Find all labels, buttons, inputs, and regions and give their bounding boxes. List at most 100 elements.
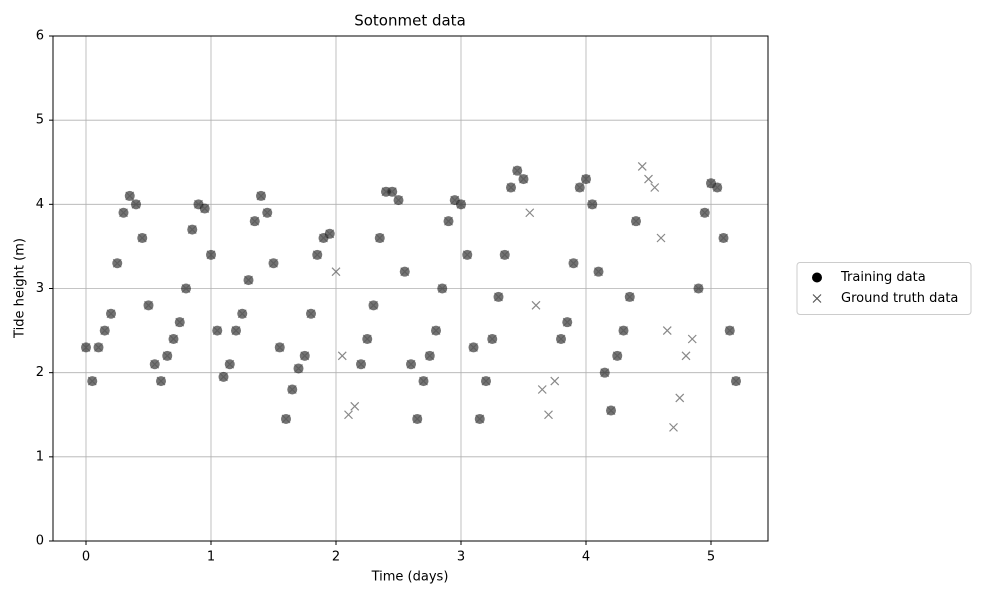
cross-marker: [700, 208, 710, 218]
cross-marker: [369, 300, 378, 310]
legend: Training data Ground truth data: [796, 262, 972, 315]
cross-marker: [475, 414, 485, 424]
cross-marker: [625, 292, 635, 302]
cross-marker: [562, 317, 572, 327]
cross-marker: [575, 183, 585, 192]
cross-marker: [425, 351, 435, 361]
cross-marker: [412, 414, 422, 424]
cross-marker: [100, 326, 110, 336]
cross-marker: [344, 410, 353, 420]
cross-marker: [162, 351, 172, 361]
cross-marker: [400, 267, 410, 277]
cross-marker: [612, 351, 622, 361]
cross-marker: [125, 191, 135, 201]
cross-marker: [712, 183, 722, 192]
cross-marker: [300, 351, 310, 361]
cross-marker: [481, 376, 491, 386]
circle-marker: [812, 272, 822, 283]
y-tick-label: 0: [36, 534, 44, 549]
cross-marker: [812, 294, 822, 303]
cross-marker: [106, 309, 116, 319]
cross-marker: [687, 334, 697, 344]
cross-marker: [144, 300, 153, 310]
cross-marker: [81, 342, 91, 352]
cross-marker: [531, 300, 541, 310]
cross-marker: [262, 208, 272, 218]
cross-marker: [119, 208, 128, 218]
cross-marker: [131, 199, 141, 209]
cross-marker: [319, 233, 328, 243]
cross-marker: [719, 233, 728, 243]
cross-marker: [581, 174, 591, 184]
cross-marker: [725, 326, 735, 336]
cross-marker: [356, 359, 366, 369]
cross-marker: [494, 292, 503, 302]
cross-marker: [537, 385, 547, 394]
plot-marks: [81, 162, 741, 432]
cross-marker: [525, 208, 535, 218]
cross-marker: [594, 267, 603, 277]
grid: [53, 35, 768, 542]
cross-marker: [631, 216, 641, 226]
cross-marker: [112, 258, 122, 268]
cross-marker: [456, 199, 466, 209]
cross-marker: [337, 351, 347, 361]
cross-marker: [519, 174, 528, 184]
cross-marker: [231, 326, 241, 336]
legend-box: [796, 262, 972, 315]
cross-marker: [512, 166, 522, 176]
cross-marker: [419, 376, 428, 386]
chart-title: Sotonmet data: [354, 12, 466, 30]
cross-marker: [206, 250, 216, 260]
cross-marker: [650, 183, 660, 192]
y-tick-label: 2: [36, 365, 44, 380]
cross-marker: [237, 309, 247, 319]
cross-marker: [431, 326, 441, 336]
cross-marker: [150, 359, 160, 369]
x-tick-label: 4: [582, 550, 590, 565]
cross-marker: [469, 342, 478, 352]
cross-marker: [619, 326, 628, 336]
cross-marker: [675, 393, 685, 403]
cross-marker: [312, 250, 322, 260]
cross-marker: [544, 410, 553, 420]
legend-label: Ground truth data: [841, 291, 958, 306]
legend-label: Training data: [840, 270, 926, 285]
x-tick-label: 2: [332, 550, 340, 565]
cross-marker: [256, 191, 266, 201]
y-axis-label: Tide height (m): [13, 238, 28, 339]
cross-marker: [287, 385, 297, 394]
cross-marker: [694, 284, 703, 293]
cross-marker: [94, 342, 103, 352]
cross-marker: [506, 183, 516, 192]
cross-marker: [381, 187, 391, 197]
cross-marker: [387, 187, 397, 197]
cross-marker: [137, 233, 147, 243]
cross-marker: [156, 376, 166, 386]
x-tick-label: 1: [207, 550, 215, 565]
cross-marker: [169, 334, 178, 344]
cross-marker: [637, 162, 647, 171]
cross-marker: [587, 199, 597, 209]
cross-marker: [444, 216, 453, 226]
x-tick-label: 3: [457, 550, 465, 565]
cross-marker: [294, 364, 303, 373]
cross-marker: [500, 250, 510, 260]
cross-marker: [681, 351, 691, 361]
y-tick-label: 6: [36, 29, 44, 44]
cross-marker: [644, 174, 653, 184]
cross-marker: [731, 376, 741, 386]
y-tick-label: 4: [36, 197, 44, 212]
y-tick-label: 3: [36, 281, 44, 296]
cross-marker: [569, 258, 578, 268]
cross-marker: [269, 258, 278, 268]
cross-marker: [656, 233, 666, 243]
cross-marker: [250, 216, 260, 226]
cross-marker: [450, 195, 460, 205]
y-tick-label: 1: [36, 449, 44, 464]
cross-marker: [600, 368, 610, 378]
cross-marker: [275, 342, 285, 352]
cross-marker: [306, 309, 316, 319]
cross-marker: [87, 376, 97, 386]
